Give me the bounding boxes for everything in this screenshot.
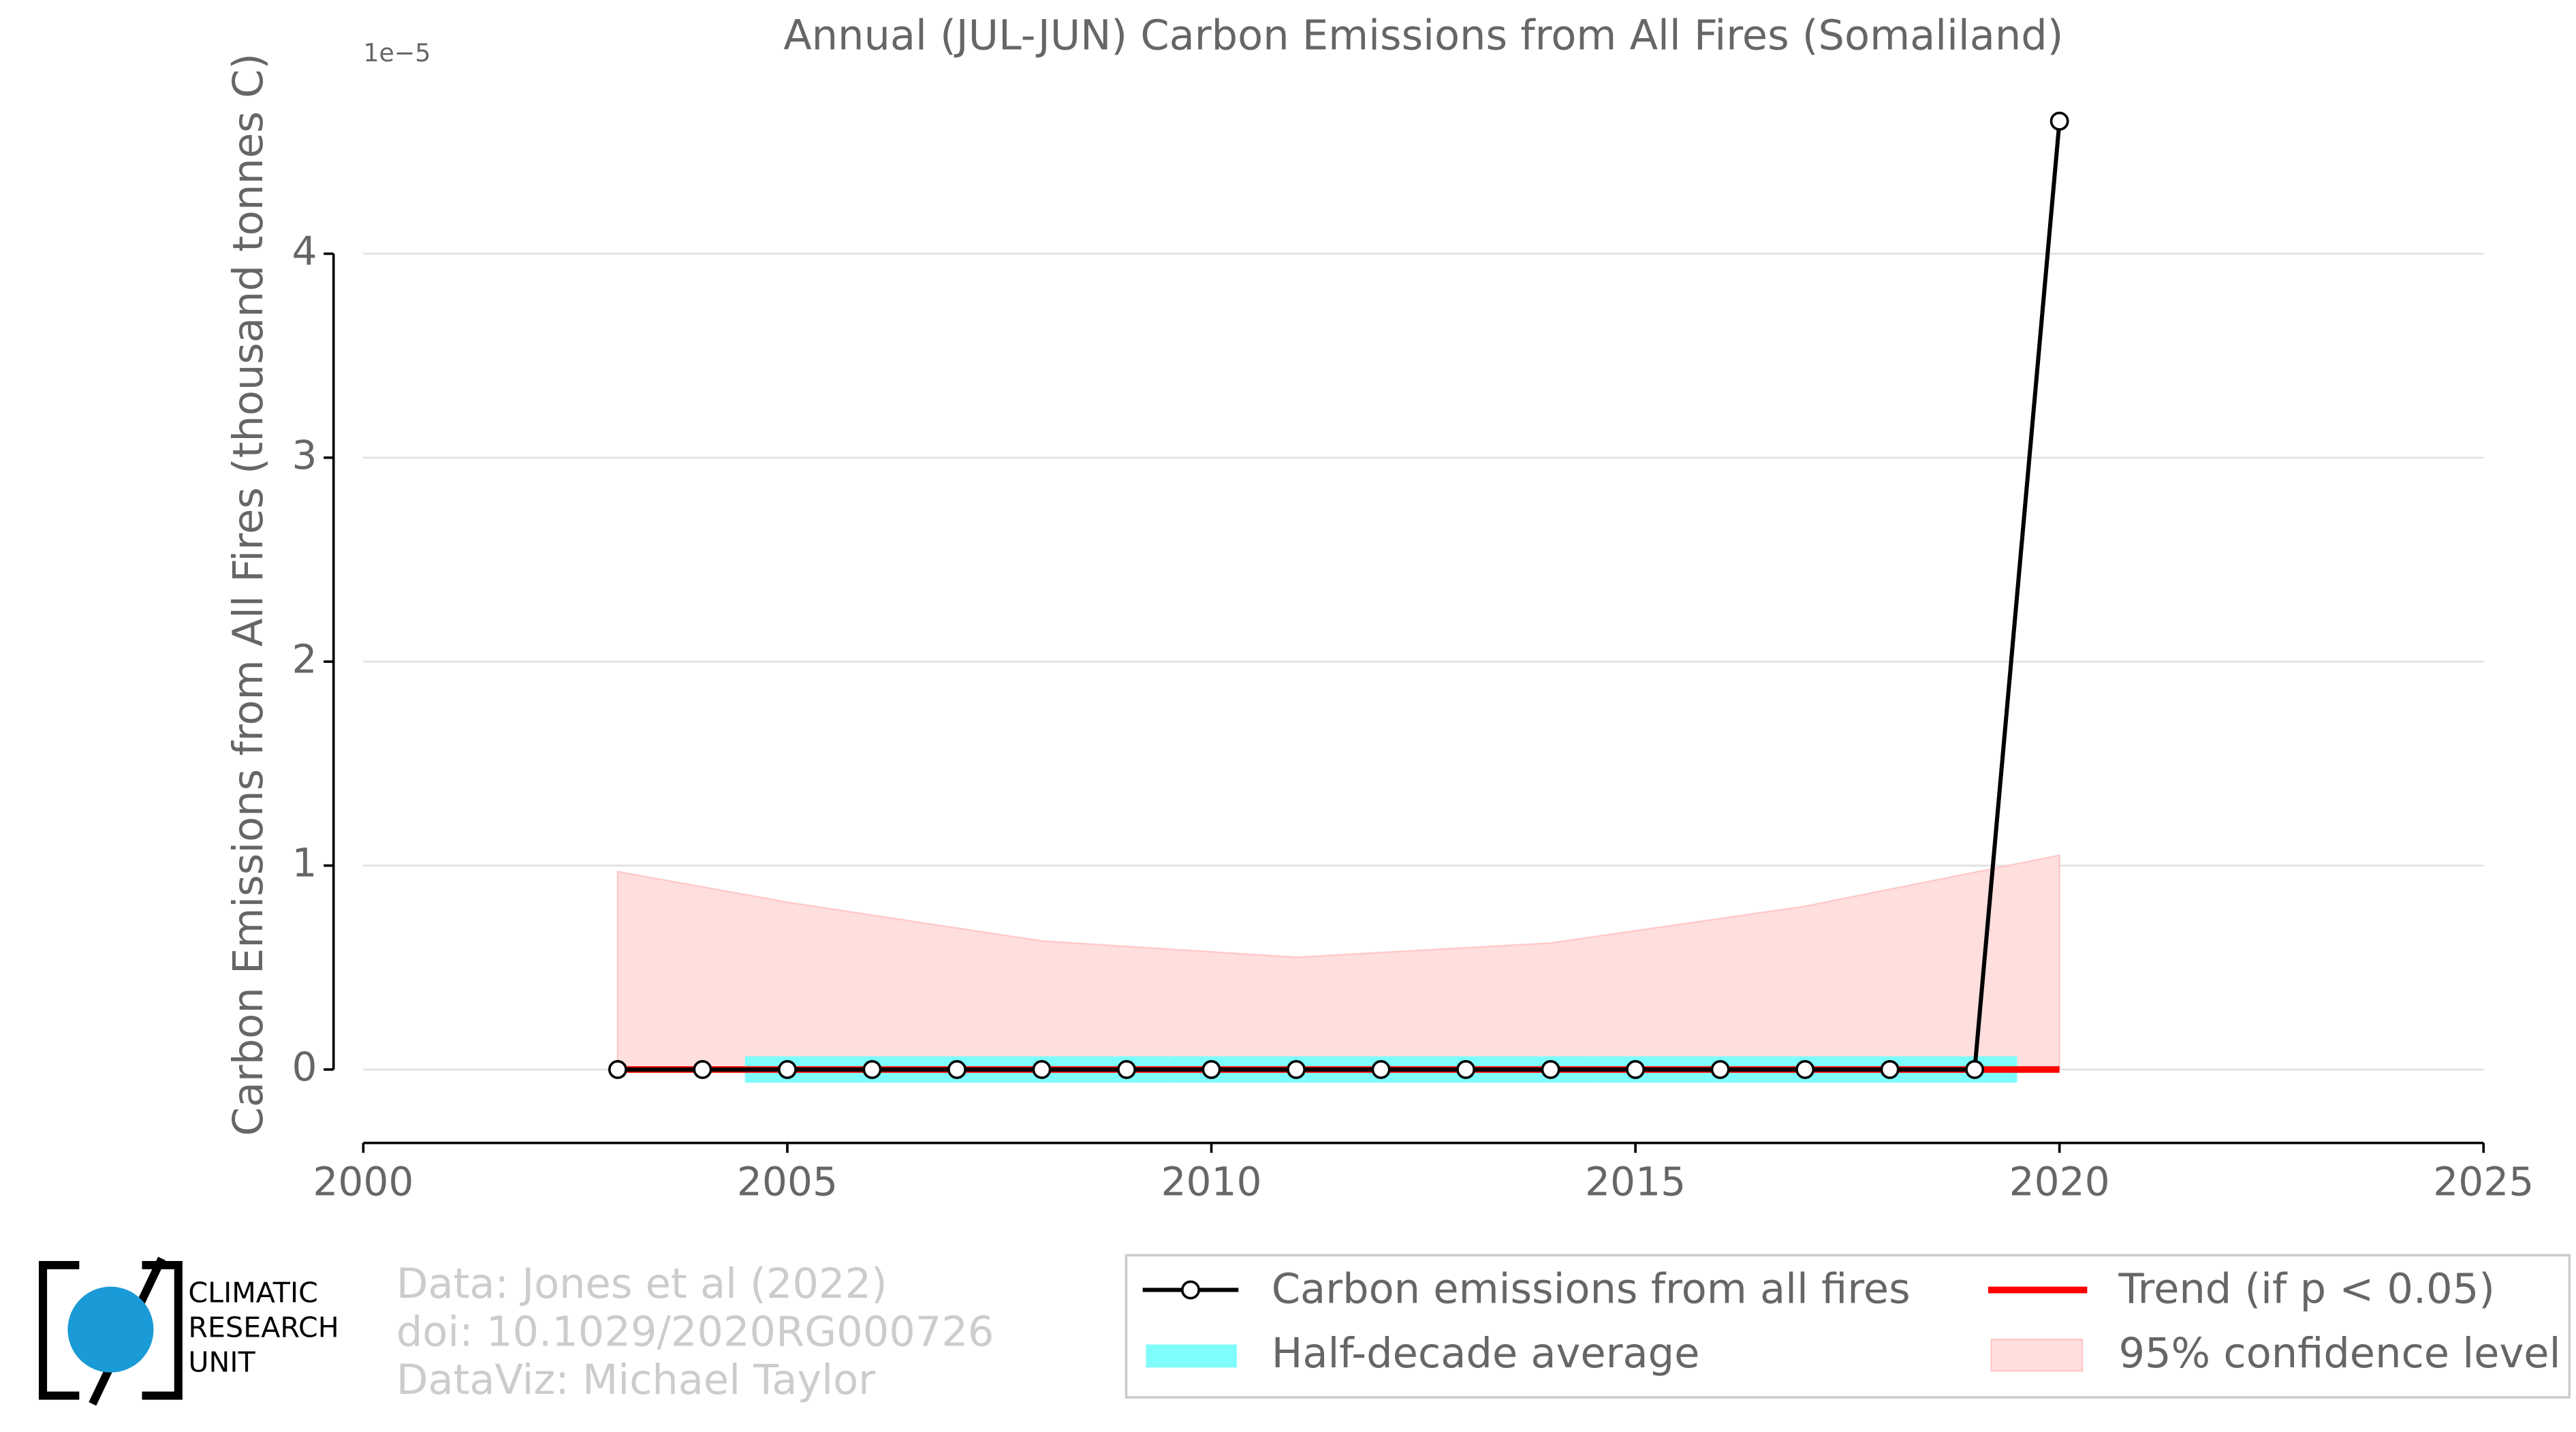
marker — [862, 1059, 882, 1079]
legend-swatch — [1181, 1280, 1200, 1300]
logo-text: UNIT — [188, 1346, 255, 1379]
chart-title: Annual (JUL-JUN) Carbon Emissions from A… — [783, 12, 2063, 59]
x-tick-label: 2015 — [1585, 1158, 1686, 1204]
y-tick-label: 4 — [292, 228, 317, 275]
legend-label: 95% confidence level — [2118, 1330, 2560, 1377]
credit: Data: Jones et al (2022) — [396, 1260, 888, 1308]
legend-label: Trend (if p < 0.05) — [2118, 1265, 2494, 1313]
marker — [1201, 1059, 1221, 1079]
x-tick-label: 2010 — [1161, 1158, 1261, 1204]
x-tick-label: 2000 — [313, 1158, 413, 1204]
marker — [947, 1059, 967, 1079]
marker — [1117, 1059, 1136, 1079]
logo-globe — [67, 1286, 154, 1373]
marker — [693, 1059, 712, 1079]
credit: DataViz: Michael Taylor — [396, 1356, 875, 1404]
y-tick-label: 2 — [292, 636, 317, 682]
series-line — [617, 121, 2062, 1072]
y-tick-label: 3 — [292, 432, 317, 478]
marker — [1032, 1059, 1052, 1079]
y-tick-label: 0 — [292, 1044, 317, 1090]
marker — [1371, 1059, 1391, 1079]
x-tick-label: 2020 — [2009, 1158, 2110, 1204]
logo: CLIMATIC RESEARCH UNIT — [38, 1256, 339, 1406]
legend-swatch — [1990, 1338, 2084, 1372]
marker — [1456, 1059, 1475, 1079]
marker — [1626, 1059, 1646, 1079]
confidence-band — [616, 854, 2060, 1071]
logo-text: CLIMATIC — [188, 1277, 318, 1309]
legend — [1125, 1254, 2571, 1399]
marker — [1710, 1059, 1730, 1079]
marker — [1795, 1059, 1815, 1079]
y-axis-label: Carbon Emissions from All Fires (thousan… — [225, 53, 272, 1136]
marker — [1965, 1059, 1985, 1079]
legend-swatch — [1146, 1344, 1237, 1368]
x-tick-label: 2005 — [737, 1158, 838, 1204]
y-multiplier: 1e−5 — [363, 38, 430, 67]
y-tick-label: 1 — [292, 840, 317, 886]
x-tick-label: 2025 — [2433, 1158, 2534, 1204]
marker — [608, 1059, 627, 1079]
marker — [1287, 1059, 1306, 1079]
marker — [2049, 111, 2069, 131]
marker — [1541, 1059, 1560, 1079]
credit: doi: 10.1029/2020RG000726 — [396, 1309, 994, 1356]
legend-label: Carbon emissions from all fires — [1272, 1265, 1911, 1313]
marker — [1880, 1059, 1900, 1079]
logo-text: RESEARCH — [188, 1311, 339, 1344]
marker — [777, 1059, 797, 1079]
legend-label: Half-decade average — [1272, 1330, 1700, 1377]
